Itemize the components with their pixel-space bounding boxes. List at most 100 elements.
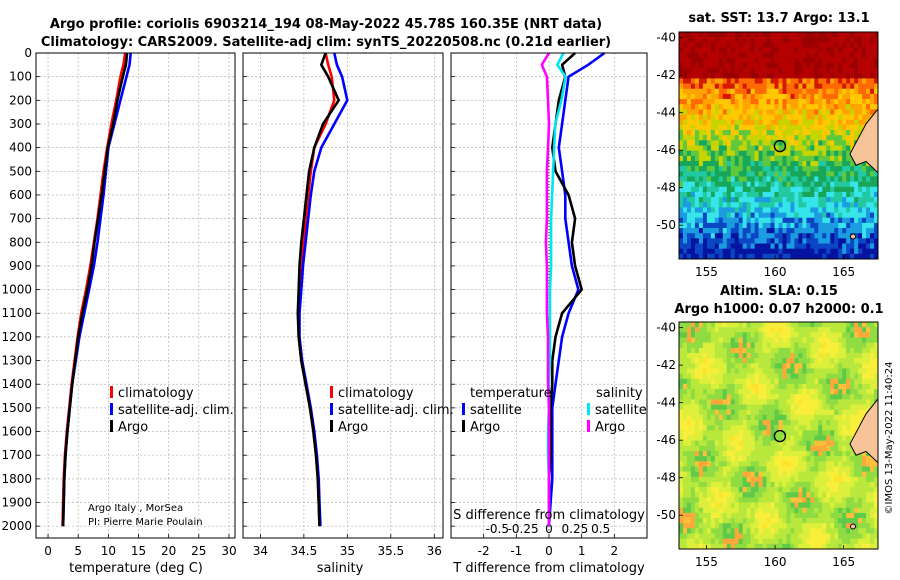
map-cell	[694, 145, 700, 151]
map-cell	[758, 399, 763, 405]
map-cell	[842, 68, 847, 74]
map-cell	[754, 150, 759, 157]
map-cell	[854, 186, 859, 193]
map-cell	[866, 253, 871, 260]
map-cell	[782, 109, 787, 115]
map-cell	[830, 363, 835, 369]
map-cell	[802, 93, 807, 100]
map-cell	[694, 471, 700, 478]
map-cell	[730, 47, 736, 53]
map-cell	[790, 78, 795, 84]
map-cell	[754, 99, 759, 105]
map-cell	[790, 130, 795, 136]
map-cell	[702, 461, 708, 467]
map-cell	[834, 155, 839, 162]
map-cell	[806, 99, 811, 105]
map-cell	[690, 155, 696, 162]
map-cell	[790, 404, 795, 411]
map-cell	[718, 145, 724, 151]
map-cell	[679, 394, 684, 400]
map-cell	[834, 502, 839, 509]
map-cell	[694, 322, 700, 328]
map-cell	[862, 528, 867, 534]
map-cell	[698, 135, 704, 141]
map-cell	[694, 186, 700, 193]
map-cell	[746, 114, 751, 121]
map-cell	[826, 435, 831, 441]
map-cell	[822, 37, 827, 43]
map-cell	[814, 378, 819, 385]
map-cell	[790, 176, 795, 182]
map-cell	[690, 481, 696, 488]
map-cell	[742, 93, 747, 100]
map-cell	[682, 533, 688, 539]
map-cell	[834, 130, 839, 136]
map-cell	[758, 176, 763, 182]
map-cell	[714, 409, 720, 416]
map-cell	[794, 543, 799, 550]
map-cell	[778, 253, 783, 260]
map-cell	[754, 57, 759, 64]
map-cell	[682, 342, 688, 349]
map-cell	[694, 83, 700, 90]
map-cell	[706, 347, 712, 354]
map-cell	[710, 538, 716, 545]
map-cell	[726, 191, 732, 198]
top-tick-label: 0.25	[562, 522, 589, 536]
map-cell	[814, 228, 819, 234]
map-cell	[766, 352, 771, 359]
map-cell	[722, 68, 728, 74]
map-cell	[718, 124, 724, 131]
map-cell	[754, 538, 759, 545]
map-cell	[718, 430, 724, 436]
map-cell	[838, 383, 843, 390]
map-cell	[766, 42, 771, 48]
map-cell	[782, 373, 787, 380]
map-cell	[794, 135, 799, 141]
map-cell	[762, 150, 767, 157]
map-cell	[758, 368, 763, 374]
map-cell	[782, 502, 787, 509]
map-cell	[810, 440, 815, 447]
map-cell	[826, 68, 831, 74]
map-cell	[794, 191, 799, 198]
map-cell	[726, 145, 732, 151]
map-cell	[730, 150, 736, 157]
map-cell	[798, 523, 803, 529]
map-cell	[850, 507, 855, 514]
map-cell	[834, 171, 839, 177]
map-cell	[750, 502, 755, 509]
map-cell	[842, 399, 847, 405]
map-cell	[830, 186, 835, 193]
map-cell	[714, 389, 720, 395]
map-cell	[694, 481, 700, 488]
map-cell	[794, 217, 799, 224]
map-cell	[798, 248, 803, 255]
map-cell	[766, 155, 771, 162]
map-cell	[782, 68, 787, 74]
map-cell	[786, 435, 791, 441]
map-cell	[754, 233, 759, 239]
map-cell	[774, 243, 779, 249]
map-cell	[710, 533, 716, 539]
map-cell	[838, 347, 843, 354]
map-cell	[794, 414, 799, 421]
map-cell	[750, 445, 755, 452]
map-cell	[679, 68, 684, 74]
map-cell	[826, 383, 831, 390]
map-cell	[698, 166, 704, 172]
map-cell	[694, 430, 700, 436]
map-cell	[754, 358, 759, 364]
map-cell	[774, 37, 779, 43]
map-cell	[758, 42, 763, 48]
map-cell	[786, 378, 791, 385]
map-cell	[846, 78, 851, 84]
map-cell	[742, 445, 747, 452]
map-cell	[874, 538, 879, 545]
series-argo	[61, 52, 129, 527]
map-cell	[822, 538, 827, 545]
map-cell	[774, 466, 779, 472]
map-cell	[786, 383, 791, 390]
map-cell	[794, 368, 799, 374]
map-cell	[766, 487, 771, 493]
